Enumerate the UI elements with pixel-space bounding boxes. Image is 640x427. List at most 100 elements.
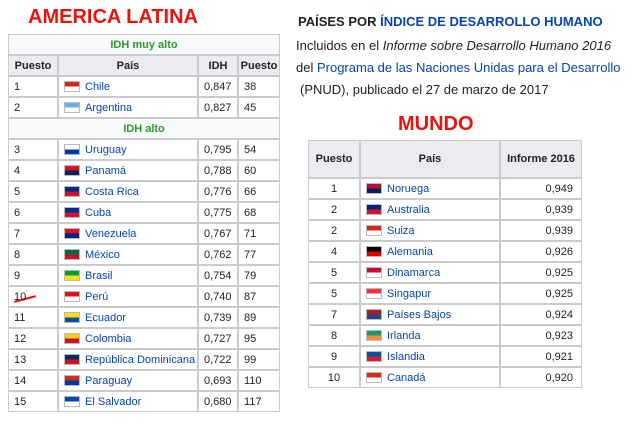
country-cell: Paraguay	[58, 370, 198, 391]
country-cell-text[interactable]: Dinamarca	[387, 266, 441, 279]
country-cell-text[interactable]: Islandia	[387, 350, 425, 363]
country-cell-text[interactable]: Brasil	[85, 269, 113, 282]
cell: 0,847	[198, 76, 238, 97]
flag-icon	[366, 351, 382, 362]
cell: 0,762	[198, 244, 238, 265]
flag-icon	[366, 309, 382, 320]
header-cell: IDH	[198, 55, 238, 76]
flag-icon	[64, 144, 80, 155]
country-cell: Dinamarca	[360, 262, 500, 283]
cell-text: 60	[244, 164, 257, 177]
cell: 60	[238, 160, 280, 181]
flag-icon	[366, 246, 382, 257]
country-cell-text[interactable]: Venezuela	[85, 227, 137, 240]
country-cell-text[interactable]: Noruega	[387, 182, 430, 195]
heading: PAÍSES POR ÍNDICE DE DESARROLLO HUMANO	[298, 14, 603, 29]
cell-text: 0,939	[545, 203, 573, 216]
header-cell-text: País	[418, 153, 442, 165]
cell: 0,921	[500, 346, 582, 367]
country-cell-text[interactable]: Perú	[85, 290, 109, 303]
country-cell-text[interactable]: Paraguay	[85, 374, 133, 387]
heading-link[interactable]: ÍNDICE DE DESARROLLO HUMANO	[380, 14, 603, 29]
country-cell-text[interactable]: Chile	[85, 80, 111, 93]
cell: 0,925	[500, 283, 582, 304]
cell-text: 2	[330, 203, 338, 216]
cell-text: 0,739	[204, 311, 232, 324]
flag-icon	[366, 330, 382, 341]
cell: 66	[238, 181, 280, 202]
cell-text: 10	[14, 290, 27, 303]
cell: 1	[308, 178, 360, 199]
country-cell-text[interactable]: El Salvador	[85, 395, 142, 408]
country-cell-text[interactable]: Canadá	[387, 371, 426, 384]
cell: 13	[8, 349, 58, 370]
group-row: IDH alto	[8, 118, 280, 139]
cell-text: 2	[330, 224, 338, 237]
country-cell-text[interactable]: Argentina	[85, 101, 133, 114]
country-cell-text[interactable]: Países Bajos	[387, 308, 452, 321]
cell: 0,693	[198, 370, 238, 391]
cell-text: 3	[14, 143, 21, 156]
description-line: (PNUD), publicado el 27 de marzo de 2017	[300, 82, 549, 97]
cell: 0,722	[198, 349, 238, 370]
cell-text: 15	[14, 395, 27, 408]
cell-text: 68	[244, 206, 257, 219]
group-row-text: IDH alto	[123, 122, 165, 135]
country-cell-text[interactable]: Colombia	[85, 332, 132, 345]
cell: 10	[8, 286, 58, 307]
cell-text: 14	[14, 374, 27, 387]
country-cell-text[interactable]: República Dominicana	[85, 353, 196, 366]
country-cell-text[interactable]: Singapur	[387, 287, 432, 300]
cell-text: 89	[244, 311, 257, 324]
country-cell: Australia	[360, 199, 500, 220]
cell-text: 9	[330, 350, 338, 363]
cell-text: 0,949	[545, 182, 573, 195]
cell-text: 0,722	[204, 353, 232, 366]
cell-text: 2	[14, 101, 21, 114]
cell: 0,939	[500, 199, 582, 220]
country-cell-text[interactable]: Alemania	[387, 245, 433, 258]
cell: 0,920	[500, 367, 582, 388]
cell: 87	[238, 286, 280, 307]
cell-text: 7	[330, 308, 338, 321]
flag-icon	[64, 270, 80, 281]
cell: 68	[238, 202, 280, 223]
cell-text: 0,921	[545, 350, 573, 363]
cell-text: 0,680	[204, 395, 232, 408]
flag-icon	[366, 204, 382, 215]
country-cell-text[interactable]: Suiza	[387, 224, 415, 237]
cell: 99	[238, 349, 280, 370]
cell-text: 66	[244, 185, 257, 198]
country-cell-text[interactable]: Australia	[387, 203, 430, 216]
flag-icon	[64, 354, 80, 365]
italic-text: Informe sobre Desarrollo Humano 2016	[382, 38, 612, 53]
country-cell-text[interactable]: México	[85, 248, 120, 261]
cell-text: 1	[14, 80, 21, 93]
cell: 2	[8, 97, 58, 118]
title: AMERICA LATINA	[28, 6, 198, 28]
country-cell-text[interactable]: Costa Rica	[85, 185, 139, 198]
cell-text: 0,923	[545, 329, 573, 342]
description-line: Incluidos en el Informe sobre Desarrollo…	[296, 38, 611, 53]
flag-icon	[64, 375, 80, 386]
cell-text: 7	[14, 227, 21, 240]
flag-icon	[366, 225, 382, 236]
header-cell: País	[360, 140, 500, 178]
cell: 11	[8, 307, 58, 328]
header-cell-text: Puesto	[14, 59, 52, 72]
cell: 110	[238, 370, 280, 391]
country-cell-text[interactable]: Irlanda	[387, 329, 421, 342]
flag-icon	[64, 396, 80, 407]
country-cell-text[interactable]: Cuba	[85, 206, 112, 219]
link[interactable]: Programa de las Naciones Unidas para el …	[316, 60, 621, 75]
country-cell: Canadá	[360, 367, 500, 388]
country-cell-text[interactable]: Uruguay	[85, 143, 127, 156]
cell-text: 0,926	[545, 245, 573, 258]
cell: 79	[238, 265, 280, 286]
cell-text: 8	[14, 248, 21, 261]
cell-text: 77	[244, 248, 257, 261]
cell: 4	[8, 160, 58, 181]
country-cell-text[interactable]: Panamá	[85, 164, 126, 177]
header-cell-text: País	[116, 59, 140, 72]
country-cell-text[interactable]: Ecuador	[85, 311, 126, 324]
